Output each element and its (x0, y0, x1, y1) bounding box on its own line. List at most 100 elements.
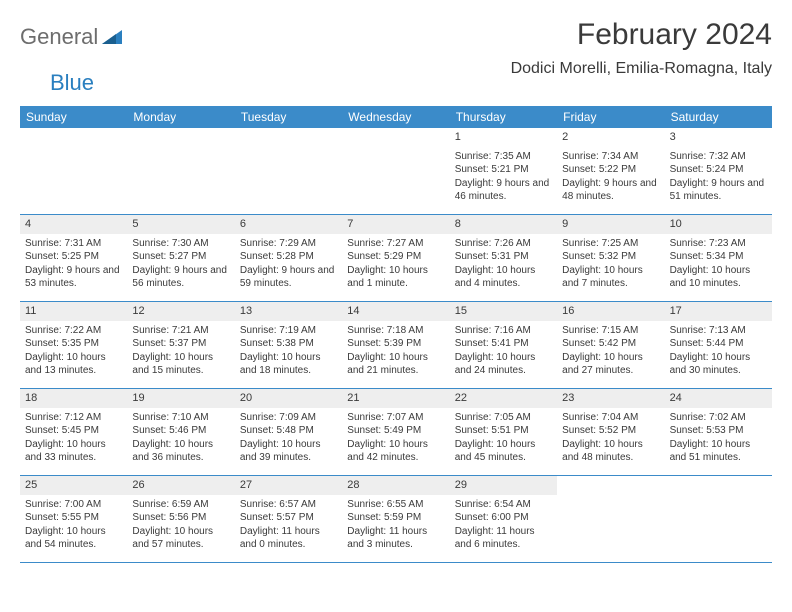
day-number: 13 (240, 305, 252, 317)
empty-cell (342, 128, 449, 214)
day-info: Sunrise: 7:09 AMSunset: 5:48 PMDaylight:… (240, 411, 337, 465)
week-row: 1 Sunrise: 7:35 AMSunset: 5:21 PMDaylight… (20, 128, 772, 215)
day-cell: 15Sunrise: 7:16 AMSunset: 5:41 PMDayligh… (450, 302, 557, 388)
day-number-row: 20 (235, 389, 342, 408)
day-info: Sunrise: 7:04 AMSunset: 5:52 PMDaylight:… (562, 411, 659, 465)
day-number: 9 (562, 218, 568, 230)
day-number-row: 14 (342, 302, 449, 321)
logo-text-general: General (20, 24, 98, 50)
day-info: Sunrise: 7:07 AMSunset: 5:49 PMDaylight:… (347, 411, 444, 465)
day-info: Sunrise: 7:19 AMSunset: 5:38 PMDaylight:… (240, 324, 337, 378)
day-cell: 6 Sunrise: 7:29 AMSunset: 5:28 PMDaylight… (235, 215, 342, 301)
day-info: Sunrise: 7:10 AMSunset: 5:46 PMDaylight:… (132, 411, 229, 465)
day-info: Sunrise: 7:21 AMSunset: 5:37 PMDaylight:… (132, 324, 229, 378)
day-number-row: 27 (235, 476, 342, 495)
day-number-row: 24 (665, 389, 772, 408)
day-cell: 18 Sunrise: 7:12 AMSunset: 5:45 PMDayligh… (20, 389, 127, 475)
empty-cell (557, 476, 664, 562)
title-block: February 2024 Dodici Morelli, Emilia-Rom… (511, 18, 772, 78)
weeks-container: 1 Sunrise: 7:35 AMSunset: 5:21 PMDaylight… (20, 128, 772, 563)
day-info: Sunrise: 7:30 AMSunset: 5:27 PMDaylight:… (132, 237, 229, 291)
day-cell: 5 Sunrise: 7:30 AMSunset: 5:27 PMDaylight… (127, 215, 234, 301)
day-info: Sunrise: 7:35 AMSunset: 5:21 PMDaylight:… (455, 150, 552, 204)
day-cell: 23 Sunrise: 7:04 AMSunset: 5:52 PMDayligh… (557, 389, 664, 475)
week-row: 25Sunrise: 7:00 AMSunset: 5:55 PMDayligh… (20, 476, 772, 563)
day-number-row: 16 (557, 302, 664, 321)
day-number: 12 (132, 305, 144, 317)
weekday-monday: Monday (127, 106, 234, 128)
day-number-row: 8 (450, 215, 557, 234)
day-info: Sunrise: 7:34 AMSunset: 5:22 PMDaylight:… (562, 150, 659, 204)
day-number-row: 25 (20, 476, 127, 495)
day-number-row: 29 (450, 476, 557, 495)
day-info: Sunrise: 7:18 AMSunset: 5:39 PMDaylight:… (347, 324, 444, 378)
day-number-row: 1 (450, 128, 557, 147)
day-number-row: 11 (20, 302, 127, 321)
day-cell: 27 Sunrise: 6:57 AMSunset: 5:57 PMDayligh… (235, 476, 342, 562)
day-number: 18 (25, 392, 37, 404)
empty-cell (20, 128, 127, 214)
day-number-row: 23 (557, 389, 664, 408)
day-info: Sunrise: 7:25 AMSunset: 5:32 PMDaylight:… (562, 237, 659, 291)
day-number-row: 3 (665, 128, 772, 147)
day-cell: 28 Sunrise: 6:55 AMSunset: 5:59 PMDayligh… (342, 476, 449, 562)
empty-cell (235, 128, 342, 214)
day-number: 27 (240, 479, 252, 491)
calendar: SundayMondayTuesdayWednesdayThursdayFrid… (20, 106, 772, 563)
day-cell: 11Sunrise: 7:22 AMSunset: 5:35 PMDayligh… (20, 302, 127, 388)
day-number-row: 6 (235, 215, 342, 234)
day-number: 5 (132, 218, 138, 230)
day-cell: 25Sunrise: 7:00 AMSunset: 5:55 PMDayligh… (20, 476, 127, 562)
day-info: Sunrise: 6:55 AMSunset: 5:59 PMDaylight:… (347, 498, 444, 552)
day-number: 14 (347, 305, 359, 317)
empty-cell (665, 476, 772, 562)
day-info: Sunrise: 6:57 AMSunset: 5:57 PMDaylight:… (240, 498, 337, 552)
day-info: Sunrise: 7:15 AMSunset: 5:42 PMDaylight:… (562, 324, 659, 378)
day-cell: 14 Sunrise: 7:18 AMSunset: 5:39 PMDayligh… (342, 302, 449, 388)
day-info: Sunrise: 7:05 AMSunset: 5:51 PMDaylight:… (455, 411, 552, 465)
day-number: 26 (132, 479, 144, 491)
month-title: February 2024 (511, 18, 772, 52)
day-cell: 9 Sunrise: 7:25 AMSunset: 5:32 PMDaylight… (557, 215, 664, 301)
day-info: Sunrise: 6:54 AMSunset: 6:00 PMDaylight:… (455, 498, 552, 552)
day-number-row: 5 (127, 215, 234, 234)
weekday-friday: Friday (557, 106, 664, 128)
day-number: 16 (562, 305, 574, 317)
day-info: Sunrise: 7:12 AMSunset: 5:45 PMDaylight:… (25, 411, 122, 465)
day-cell: 16 Sunrise: 7:15 AMSunset: 5:42 PMDayligh… (557, 302, 664, 388)
day-info: Sunrise: 7:29 AMSunset: 5:28 PMDaylight:… (240, 237, 337, 291)
day-number: 10 (670, 218, 682, 230)
weekday-saturday: Saturday (665, 106, 772, 128)
location: Dodici Morelli, Emilia-Romagna, Italy (511, 60, 772, 78)
day-cell: 8Sunrise: 7:26 AMSunset: 5:31 PMDaylight… (450, 215, 557, 301)
day-number: 11 (25, 305, 36, 317)
day-info: Sunrise: 7:23 AMSunset: 5:34 PMDaylight:… (670, 237, 767, 291)
week-row: 4Sunrise: 7:31 AMSunset: 5:25 PMDaylight… (20, 215, 772, 302)
day-number: 4 (25, 218, 31, 230)
weekday-thursday: Thursday (450, 106, 557, 128)
day-number-row: 21 (342, 389, 449, 408)
day-cell: 22 Sunrise: 7:05 AMSunset: 5:51 PMDayligh… (450, 389, 557, 475)
day-number-row: 13 (235, 302, 342, 321)
day-cell: 13 Sunrise: 7:19 AMSunset: 5:38 PMDayligh… (235, 302, 342, 388)
day-number: 28 (347, 479, 359, 491)
day-cell: 19 Sunrise: 7:10 AMSunset: 5:46 PMDayligh… (127, 389, 234, 475)
day-number-row: 9 (557, 215, 664, 234)
day-cell: 20 Sunrise: 7:09 AMSunset: 5:48 PMDayligh… (235, 389, 342, 475)
day-number-row: 26 (127, 476, 234, 495)
day-number: 1 (455, 131, 461, 143)
day-cell: 21 Sunrise: 7:07 AMSunset: 5:49 PMDayligh… (342, 389, 449, 475)
day-number-row: 10 (665, 215, 772, 234)
day-info: Sunrise: 7:32 AMSunset: 5:24 PMDaylight:… (670, 150, 767, 204)
day-number: 22 (455, 392, 467, 404)
empty-cell (127, 128, 234, 214)
day-number: 19 (132, 392, 144, 404)
day-number: 2 (562, 131, 568, 143)
week-row: 18 Sunrise: 7:12 AMSunset: 5:45 PMDayligh… (20, 389, 772, 476)
weekday-header-row: SundayMondayTuesdayWednesdayThursdayFrid… (20, 106, 772, 128)
week-row: 11Sunrise: 7:22 AMSunset: 5:35 PMDayligh… (20, 302, 772, 389)
day-number-row: 7 (342, 215, 449, 234)
day-number: 15 (455, 305, 467, 317)
day-number: 20 (240, 392, 252, 404)
day-cell: 1 Sunrise: 7:35 AMSunset: 5:21 PMDaylight… (450, 128, 557, 214)
